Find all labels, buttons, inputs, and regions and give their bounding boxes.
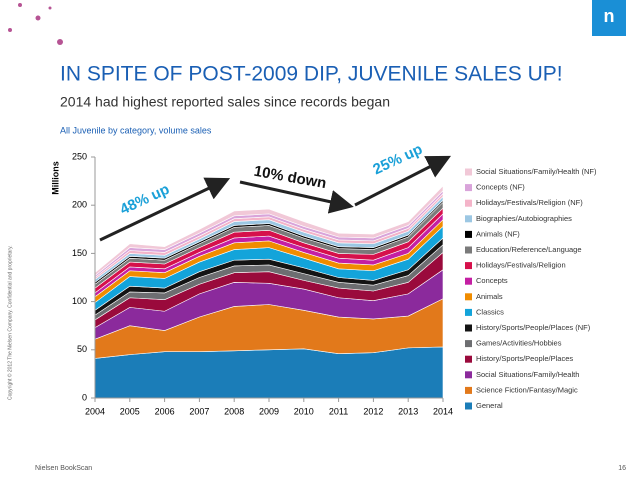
y-tick-label: 50 — [77, 344, 87, 354]
legend-label: History/Sports/People/Places — [476, 354, 573, 363]
x-tick-label: 2011 — [329, 406, 348, 416]
y-tick-label: 200 — [72, 200, 87, 210]
y-tick-label: 150 — [72, 248, 87, 258]
decor — [8, 3, 63, 45]
y-label: Millions — [50, 161, 60, 195]
x-tick-label: 2010 — [294, 406, 314, 416]
copyright: Copyright © 2012 The Nielsen Company. Co… — [6, 245, 13, 400]
x-tick-label: 2009 — [259, 406, 279, 416]
title: IN SPITE OF POST-2009 DIP, JUVENILE SALE… — [60, 63, 563, 86]
legend-swatch — [465, 246, 472, 254]
logo: n — [604, 6, 615, 26]
y-tick-label: 100 — [72, 296, 87, 306]
legend-label: Holidays/Festivals/Religion (NF) — [476, 198, 583, 207]
page-number: 16 — [618, 465, 626, 472]
area — [94, 346, 444, 399]
legend-label: Concepts — [476, 276, 508, 285]
legend-label: Holidays/Festivals/Religion — [476, 261, 566, 270]
legend-label: Biographies/Autobiographies — [476, 214, 572, 223]
legend-label: Education/Reference/Language — [476, 245, 582, 254]
legend-swatch — [465, 293, 472, 301]
legend-swatch — [465, 371, 472, 379]
logo-box — [592, 0, 626, 36]
x-tick-label: 2012 — [363, 406, 383, 416]
legend-label: Social Situations/Family/Health — [476, 370, 579, 379]
caption: All Juvenile by category, volume sales — [60, 125, 212, 135]
area — [94, 185, 444, 277]
legend-label: Social Situations/Family/Health (NF) — [476, 167, 597, 176]
x-tick-label: 2008 — [224, 406, 244, 416]
legend-label: Classics — [476, 307, 504, 316]
legend-label: Animals (NF) — [476, 229, 520, 238]
legend-swatch — [465, 340, 472, 348]
legend-swatch — [465, 199, 472, 207]
legend-swatch — [465, 262, 472, 270]
annotation: 48% up — [117, 181, 172, 219]
x-tick-label: 2006 — [155, 406, 175, 416]
legend-swatch — [465, 184, 472, 192]
y-tick-label: 250 — [72, 151, 87, 161]
legend-swatch — [465, 402, 472, 410]
legend-label: General — [476, 401, 503, 410]
legend-swatch — [465, 168, 472, 176]
legend-label: Animals — [476, 292, 503, 301]
arrows — [99, 155, 452, 242]
legend-swatch — [465, 386, 472, 394]
legend-label: History/Sports/People/Places (NF) — [476, 323, 591, 332]
legend-label: Science Fiction/Fantasy/Magic — [476, 385, 578, 394]
legend-swatch — [465, 355, 472, 363]
legend-swatch — [465, 277, 472, 285]
x-tick-label: 2004 — [85, 406, 105, 416]
legend-swatch — [465, 324, 472, 332]
x-tick-label: 2014 — [433, 406, 453, 416]
legend-label: Concepts (NF) — [476, 183, 525, 192]
subtitle: 2014 had highest reported sales since re… — [60, 94, 390, 110]
legend-swatch — [465, 215, 472, 223]
footer: Nielsen BookScan — [35, 465, 92, 472]
x-tick-label: 2005 — [120, 406, 140, 416]
y-tick-label: 0 — [82, 392, 87, 402]
legend-label: Games/Activities/Hobbies — [476, 339, 562, 348]
legend-swatch — [465, 308, 472, 316]
x-tick-label: 2013 — [398, 406, 418, 416]
legend-swatch — [465, 230, 472, 238]
x-tick-label: 2007 — [189, 406, 209, 416]
